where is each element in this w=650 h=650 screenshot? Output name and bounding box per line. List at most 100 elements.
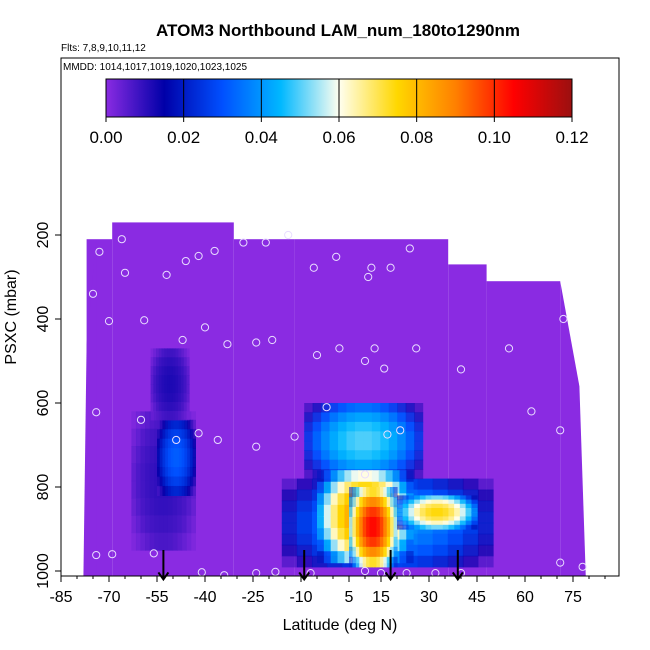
heatmap-cell	[163, 498, 168, 516]
heatmap-cell	[321, 441, 330, 451]
heatmap-cell	[346, 431, 355, 441]
heatmap-cell	[317, 505, 324, 517]
heatmap-cell	[359, 537, 363, 548]
heatmap-cell	[399, 482, 406, 494]
heatmap-cell	[437, 525, 443, 530]
heatmap-cell	[383, 547, 387, 558]
heatmap-cell	[433, 479, 449, 491]
heatmap-cell	[471, 525, 477, 530]
x-axis-label: Latitude (deg N)	[283, 617, 398, 634]
heatmap-cell	[389, 403, 398, 413]
heatmap-cell	[460, 504, 466, 509]
heatmap-cell	[394, 537, 398, 548]
heatmap-cell	[414, 508, 420, 513]
heatmap-cell	[370, 547, 374, 558]
y-axis-label: PSXC (mbar)	[3, 269, 20, 364]
heatmap-cell	[141, 463, 146, 481]
heatmap-cell	[346, 450, 355, 460]
heatmap-cell	[355, 441, 364, 451]
heatmap-cell	[471, 500, 477, 505]
heatmap-cell	[408, 504, 414, 509]
heatmap-cell	[390, 517, 394, 528]
heatmap-cell	[394, 517, 398, 528]
heatmap-cell	[136, 498, 141, 516]
heatmap-cell	[403, 495, 409, 500]
heatmap-cell	[282, 545, 298, 557]
heatmap-cell	[150, 533, 155, 551]
heatmap-cell	[321, 450, 330, 460]
heatmap-cell	[383, 527, 387, 538]
heatmap-cell	[352, 507, 356, 518]
heatmap-cell	[177, 498, 182, 516]
heatmap-cell	[349, 507, 353, 518]
heatmap-cell	[331, 528, 338, 540]
heatmap-cell	[463, 545, 479, 557]
heatmap-cell	[331, 516, 338, 528]
heatmap-cell	[349, 497, 353, 508]
heatmap-cell	[304, 422, 313, 432]
heatmap-cell	[471, 512, 477, 517]
chart-stage: ATOM3 Northbound LAM_num_180to1290nm Flt…	[0, 0, 650, 650]
heatmap-cell	[363, 487, 367, 498]
heatmap-cell	[426, 516, 432, 521]
heatmap-cell	[380, 487, 384, 498]
heatmap-cell	[397, 441, 406, 451]
heatmap-cell	[317, 551, 324, 563]
heatmap-cell	[454, 521, 460, 526]
heatmap-cell	[331, 540, 338, 552]
heatmap-cell	[338, 551, 345, 563]
x-tick-label: -55	[145, 589, 168, 606]
heatmap-cell	[466, 500, 472, 505]
heatmap-cell	[397, 504, 403, 509]
dates-label: MMDD: 1014,1017,1019,1020,1023,1025	[63, 62, 247, 73]
heatmap-cell	[414, 504, 420, 509]
heatmap-cell	[448, 504, 454, 509]
heatmap-cell	[372, 450, 381, 460]
heatmap-cell	[359, 547, 363, 558]
heatmap-cell	[355, 412, 364, 422]
heatmap-cell	[282, 556, 298, 568]
heatmap-cell	[420, 521, 426, 526]
heatmap-cell	[448, 525, 454, 530]
heatmap-cell	[145, 429, 150, 447]
heatmap-cell	[346, 441, 355, 451]
heatmap-cell	[414, 495, 420, 500]
heatmap-cell	[466, 508, 472, 513]
heatmap-cell	[173, 498, 178, 516]
heatmap-cell	[313, 412, 322, 422]
heatmap-cell	[182, 533, 187, 551]
heatmap-cell	[414, 525, 420, 530]
heatmap-cell	[186, 375, 189, 385]
heatmap-cell	[414, 431, 423, 441]
heatmap-cell	[448, 534, 464, 546]
heatmap-cell	[372, 441, 381, 451]
heatmap-cell	[478, 556, 494, 568]
heatmap-cell	[145, 411, 150, 429]
heatmap-cell	[159, 533, 164, 551]
heatmap-cell	[355, 460, 364, 470]
heatmap-cell	[380, 537, 384, 548]
heatmap-cell	[338, 528, 345, 540]
heatmap-cell	[373, 547, 377, 558]
heatmap-cell	[338, 460, 347, 470]
heatmap-cell	[131, 411, 136, 429]
heatmap-cell	[145, 463, 150, 481]
heatmap-cell	[324, 540, 331, 552]
heatmap-cell	[406, 482, 413, 494]
heatmap-cell	[366, 537, 370, 548]
heatmap-cell	[330, 412, 339, 422]
heatmap-cell	[282, 523, 298, 535]
y-tick-label: 1000	[35, 553, 52, 589]
heatmap-cell	[387, 537, 391, 548]
heatmap-cell	[186, 348, 189, 358]
heatmap-cell	[324, 505, 331, 517]
heatmap-cell	[478, 545, 494, 557]
heatmap-cell	[397, 525, 403, 530]
heatmap-cell	[282, 479, 298, 491]
heatmap-cell	[330, 441, 339, 451]
heatmap-cell	[380, 547, 384, 558]
heatmap-cell	[471, 516, 477, 521]
heatmap-cell	[193, 448, 196, 458]
heatmap-cell	[363, 431, 372, 441]
heatmap-cell	[159, 498, 164, 516]
